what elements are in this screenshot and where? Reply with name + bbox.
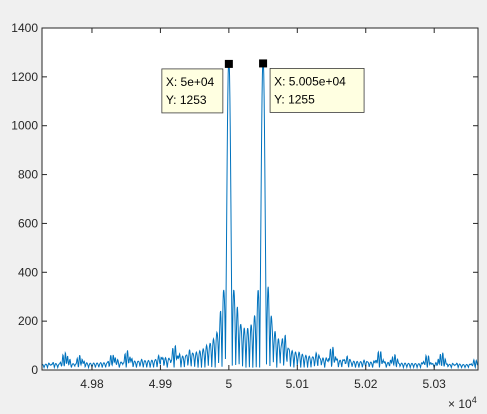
datatip-marker[interactable] [224,59,233,68]
x-tick-label: 5.03 [423,377,447,391]
signal-trace-group [41,60,479,370]
x-tick-label: 4.98 [80,377,104,391]
datatip-y-text: Y: 1253 [166,93,207,107]
y-tick-label: 0 [31,363,38,377]
datatips[interactable]: X: 5e+04 Y: 1253 X: 5.005e+04 Y: 1255 [161,59,365,114]
y-axis-ticks: 0 200 400 600 800 1000 1200 1400 [11,21,478,377]
x-exponent-power: 4 [472,395,477,405]
datatip-x-text: X: 5e+04 [166,75,215,89]
y-tick-label: 800 [18,168,38,182]
y-tick-label: 1400 [11,21,38,35]
axes-frame [41,27,479,371]
x-exponent-base: × 10 [448,397,472,411]
datatip-box [161,68,224,114]
y-tick-label: 400 [18,265,38,279]
x-tick-label: 5.01 [286,377,310,391]
datatip[interactable]: X: 5.005e+04 Y: 1255 [259,59,365,113]
datatip-box [269,68,365,113]
y-tick-label: 600 [18,216,38,230]
y-tick-label: 1200 [11,70,38,84]
signal-line [41,60,479,370]
x-tick-label: 4.99 [149,377,173,391]
datatip-marker[interactable] [259,59,268,68]
y-tick-label: 1000 [11,119,38,133]
datatip[interactable]: X: 5e+04 Y: 1253 [161,59,233,114]
y-tick-label: 200 [18,314,38,328]
datatip-y-text: Y: 1255 [274,92,315,106]
axes-box [41,27,479,371]
datatip-x-text: X: 5.005e+04 [274,74,346,88]
x-axis-ticks: 4.98 4.99 5 5.01 5.02 5.03 [80,28,446,391]
x-tick-label: 5.02 [354,377,378,391]
x-exponent-label: × 104 [448,395,477,411]
x-tick-label: 5 [226,377,233,391]
